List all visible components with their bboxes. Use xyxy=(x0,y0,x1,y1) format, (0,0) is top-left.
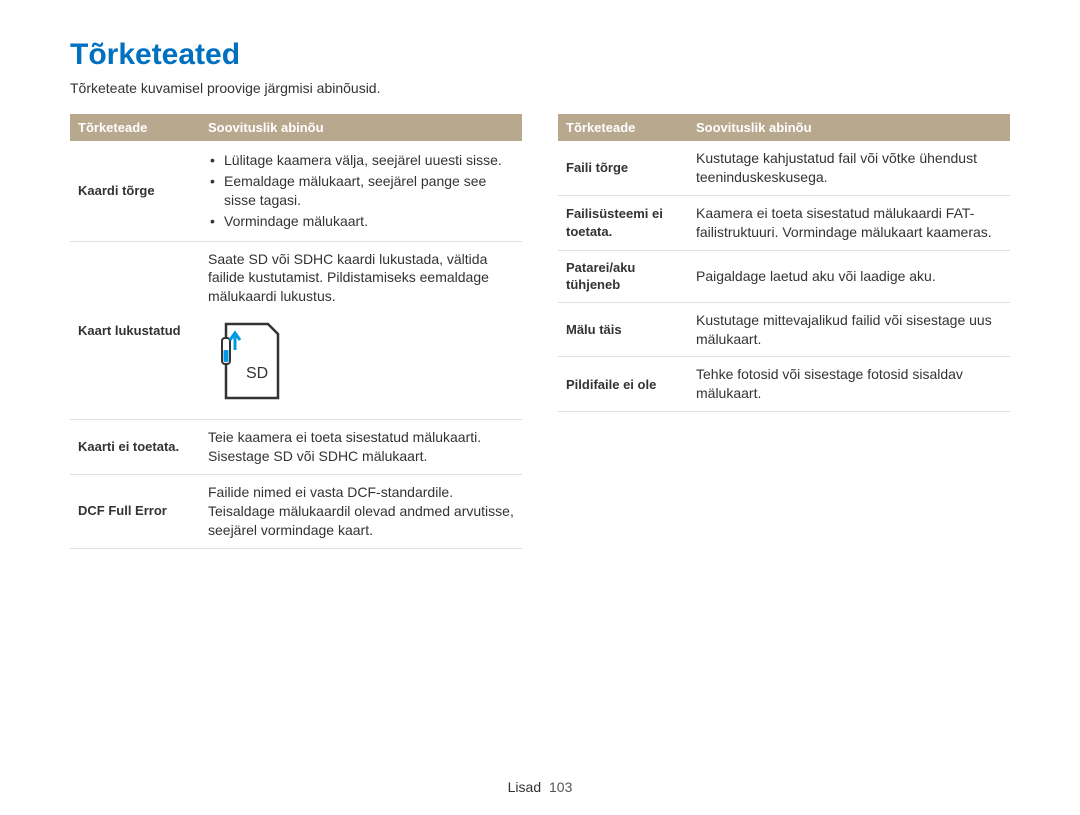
left-column: Tõrketeade Soovituslik abinõu Kaardi tõr… xyxy=(70,114,522,549)
table-row: Failisüsteemi ei toetata. Kaamera ei toe… xyxy=(558,195,1010,250)
page-footer: Lisad 103 xyxy=(0,779,1080,795)
table-row: Patarei/aku tühjeneb Paigaldage laetud a… xyxy=(558,250,1010,302)
error-label: Failisüsteemi ei toetata. xyxy=(558,195,688,250)
columns: Tõrketeade Soovituslik abinõu Kaardi tõr… xyxy=(70,114,1010,549)
remedy-cell: Paigaldage laetud aku või laadige aku. xyxy=(688,250,1010,302)
remedy-cell: Kaamera ei toeta sisestatud mälukaardi F… xyxy=(688,195,1010,250)
error-label: Kaardi tõrge xyxy=(70,141,200,241)
right-column: Tõrketeade Soovituslik abinõu Faili tõrg… xyxy=(558,114,1010,549)
col-header-error: Tõrketeade xyxy=(70,114,200,141)
table-row: Kaarti ei toetata. Teie kaamera ei toeta… xyxy=(70,420,522,475)
col-header-remedy: Soovituslik abinõu xyxy=(200,114,522,141)
table-row: Faili tõrge Kustutage kahjustatud fail v… xyxy=(558,141,1010,195)
list-item: Vormindage mälukaart. xyxy=(208,212,514,231)
error-table-right: Tõrketeade Soovituslik abinõu Faili tõrg… xyxy=(558,114,1010,412)
table-row: Kaart lukustatud Saate SD või SDHC kaard… xyxy=(70,241,522,420)
table-row: Pildifaile ei ole Tehke fotosid või sise… xyxy=(558,357,1010,412)
remedy-cell: Kustutage kahjustatud fail või võtke ühe… xyxy=(688,141,1010,195)
error-label: Kaarti ei toetata. xyxy=(70,420,200,475)
error-label: Pildifaile ei ole xyxy=(558,357,688,412)
remedy-cell: Kustutage mittevajalikud failid või sise… xyxy=(688,302,1010,357)
footer-section-label: Lisad xyxy=(508,779,541,795)
list-item: Eemaldage mälukaart, seejärel pange see … xyxy=(208,172,514,210)
error-label: Patarei/aku tühjeneb xyxy=(558,250,688,302)
table-header-row: Tõrketeade Soovituslik abinõu xyxy=(70,114,522,141)
error-label: DCF Full Error xyxy=(70,474,200,548)
table-header-row: Tõrketeade Soovituslik abinõu xyxy=(558,114,1010,141)
table-row: Kaardi tõrge Lülitage kaamera välja, see… xyxy=(70,141,522,241)
bullet-list: Lülitage kaamera välja, seejärel uuesti … xyxy=(208,151,514,231)
sd-lock-switch xyxy=(224,350,229,362)
remedy-cell: Saate SD või SDHC kaardi lukustada, vält… xyxy=(200,241,522,420)
sd-label: SD xyxy=(246,365,268,382)
table-row: DCF Full Error Failide nimed ei vasta DC… xyxy=(70,474,522,548)
page-title: Tõrketeated xyxy=(70,38,1010,72)
error-table-left: Tõrketeade Soovituslik abinõu Kaardi tõr… xyxy=(70,114,522,549)
sd-card-icon: SD xyxy=(208,316,514,411)
remedy-cell: Failide nimed ei vasta DCF-standardile. … xyxy=(200,474,522,548)
footer-page-number: 103 xyxy=(549,779,572,795)
table-row: Mälu täis Kustutage mittevajalikud faili… xyxy=(558,302,1010,357)
remedy-cell: Tehke fotosid või sisestage fotosid sisa… xyxy=(688,357,1010,412)
error-label: Mälu täis xyxy=(558,302,688,357)
error-label: Kaart lukustatud xyxy=(70,241,200,420)
intro-text: Tõrketeate kuvamisel proovige järgmisi a… xyxy=(70,80,1010,96)
error-label: Faili tõrge xyxy=(558,141,688,195)
remedy-text: Saate SD või SDHC kaardi lukustada, vält… xyxy=(208,251,489,305)
list-item: Lülitage kaamera välja, seejärel uuesti … xyxy=(208,151,514,170)
col-header-error: Tõrketeade xyxy=(558,114,688,141)
col-header-remedy: Soovituslik abinõu xyxy=(688,114,1010,141)
remedy-cell: Teie kaamera ei toeta sisestatud mälukaa… xyxy=(200,420,522,475)
remedy-cell: Lülitage kaamera välja, seejärel uuesti … xyxy=(200,141,522,241)
